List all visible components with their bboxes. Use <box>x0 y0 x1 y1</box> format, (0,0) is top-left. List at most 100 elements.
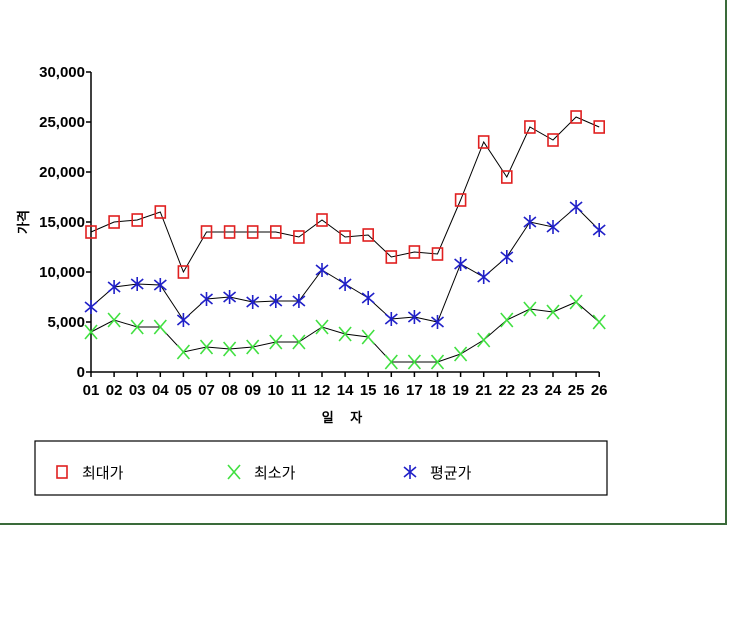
data-point <box>477 332 491 348</box>
data-point <box>176 344 191 360</box>
data-point <box>153 319 167 335</box>
series-line-2 <box>90 301 600 363</box>
tick-labels: 0 5,000 10,000 15,000 20,000 25,000 30,000 01 02… <box>39 64 607 399</box>
data-point <box>500 312 514 328</box>
x-tick-label: 21 <box>475 382 492 399</box>
data-point <box>315 263 329 277</box>
data-point <box>223 225 236 239</box>
data-point <box>454 193 467 207</box>
legend-label: 최대가 <box>82 464 124 482</box>
data-point <box>338 326 352 342</box>
data-point <box>292 294 306 308</box>
data-point <box>385 250 398 264</box>
x-tick-label: 01 <box>83 382 100 399</box>
x-tick-label: 09 <box>244 382 261 399</box>
data-point <box>592 223 606 237</box>
data-point <box>269 294 283 308</box>
data-point <box>569 200 583 214</box>
x-tick-label: 07 <box>198 382 215 399</box>
series-lines <box>90 116 600 363</box>
legend-marker <box>227 464 241 480</box>
y-tick-label: 0 <box>77 364 85 381</box>
data-point <box>430 354 445 370</box>
data-point <box>547 133 559 147</box>
x-tick-label: 22 <box>498 382 515 399</box>
y-tick-label: 20,000 <box>39 164 85 181</box>
data-point <box>454 257 468 271</box>
axes <box>86 71 600 377</box>
data-point <box>177 265 190 279</box>
data-point <box>524 120 536 134</box>
data-point <box>154 205 167 219</box>
data-point <box>384 354 398 370</box>
data-point <box>453 346 468 362</box>
x-tick-label: 24 <box>545 382 562 399</box>
y-axis-title: 가격 <box>17 210 32 234</box>
x-tick-label: 19 <box>452 382 469 399</box>
data-point <box>153 278 167 292</box>
data-point <box>199 292 214 306</box>
x-tick-label: 15 <box>360 382 377 399</box>
data-point <box>592 314 606 330</box>
legend-marker <box>56 465 68 479</box>
data-point <box>292 334 306 350</box>
y-tick-label: 30,000 <box>39 64 85 81</box>
data-point <box>246 295 260 309</box>
data-point <box>246 225 259 239</box>
data-point <box>523 301 537 317</box>
data-point <box>430 315 445 329</box>
data-point <box>130 319 144 335</box>
x-tick-label: 25 <box>568 382 585 399</box>
data-point <box>84 300 98 314</box>
data-point <box>570 110 582 124</box>
x-tick-label: 11 <box>291 382 307 399</box>
x-axis-title: 일 자 <box>322 411 368 426</box>
data-point <box>477 270 491 284</box>
x-tick-label: 12 <box>314 382 331 399</box>
data-point <box>408 245 421 259</box>
data-point <box>107 280 121 294</box>
y-tick-label: 15,000 <box>39 214 85 231</box>
data-point <box>546 304 560 320</box>
data-point <box>569 294 583 310</box>
data-point <box>546 220 560 234</box>
data-point <box>200 225 213 239</box>
legend: 최대가 최소가 평균가 <box>34 440 608 496</box>
data-point <box>269 225 282 239</box>
x-tick-label: 18 <box>429 382 446 399</box>
data-point <box>361 329 375 345</box>
x-tick-label: 26 <box>591 382 608 399</box>
data-point <box>500 250 514 264</box>
y-tick-label: 10,000 <box>39 264 85 281</box>
series-markers <box>84 110 606 370</box>
x-tick-label: 02 <box>106 382 123 399</box>
x-tick-label: 10 <box>267 382 284 399</box>
x-tick-label: 04 <box>152 382 169 399</box>
x-tick-label: 08 <box>221 382 238 399</box>
data-point <box>199 339 214 355</box>
data-point <box>130 277 144 291</box>
data-point <box>338 277 352 291</box>
x-tick-label: 16 <box>383 382 400 399</box>
data-point <box>593 120 606 134</box>
legend-box <box>34 440 608 496</box>
x-tick-label: 14 <box>337 382 354 399</box>
data-point <box>362 228 375 242</box>
y-tick-label: 5,000 <box>47 314 85 331</box>
data-point <box>361 291 375 305</box>
data-point <box>269 334 283 350</box>
x-tick-label: 05 <box>175 382 192 399</box>
data-point <box>384 312 398 326</box>
data-point <box>316 213 328 227</box>
x-tick-label: 17 <box>406 382 423 399</box>
legend-label: 최소가 <box>254 464 296 482</box>
x-tick-label: 23 <box>522 382 539 399</box>
data-point <box>85 225 97 239</box>
data-point <box>500 170 513 184</box>
data-point <box>407 310 421 324</box>
data-point <box>107 312 121 328</box>
legend-label: 평균가 <box>430 464 472 482</box>
data-point <box>407 354 422 370</box>
data-point <box>108 215 120 229</box>
data-point <box>523 215 537 229</box>
